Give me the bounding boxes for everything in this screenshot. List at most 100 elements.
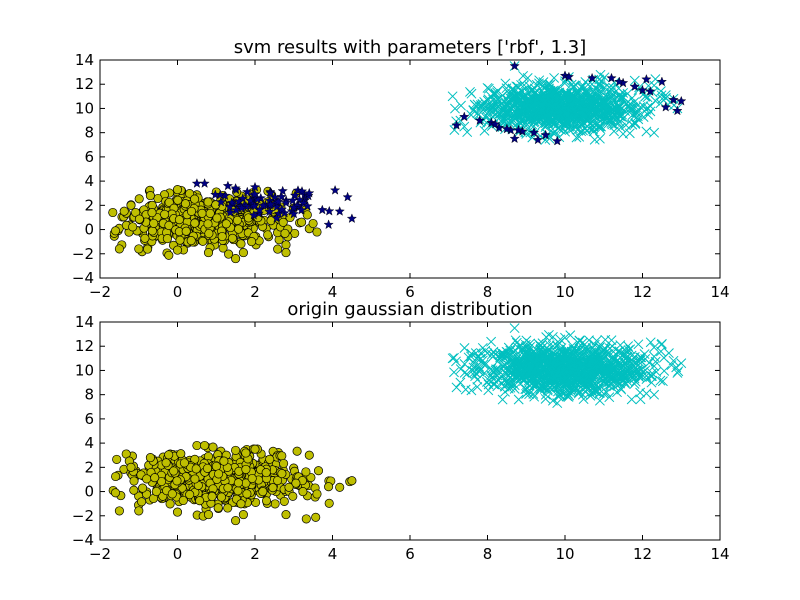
x-point	[556, 358, 567, 369]
circle-point	[233, 478, 243, 488]
star-point	[210, 189, 221, 200]
x-point	[595, 86, 606, 97]
y-tick-label: −4	[72, 531, 94, 549]
x-point	[526, 372, 537, 383]
x-point	[571, 80, 581, 91]
x-point	[649, 361, 660, 372]
x-point	[570, 96, 580, 106]
y-tick-label: 10	[75, 361, 94, 379]
x-point	[485, 101, 496, 112]
star-point	[509, 133, 520, 144]
x-point	[525, 354, 536, 365]
x-point	[616, 371, 627, 382]
circle-point	[164, 250, 174, 260]
star-point	[265, 199, 276, 209]
x-point	[459, 343, 470, 353]
x-point	[450, 103, 460, 114]
star-point	[199, 178, 210, 188]
circle-point	[292, 446, 302, 456]
x-point	[598, 376, 609, 387]
circle-point	[165, 499, 175, 509]
y-tick-label: 0	[84, 221, 94, 239]
x-point	[600, 343, 611, 354]
x-point	[449, 367, 459, 378]
star-point	[191, 178, 202, 188]
star-point	[226, 197, 237, 208]
circle-point	[190, 474, 200, 484]
circle-point	[203, 248, 214, 258]
x-point	[499, 359, 510, 370]
x-point	[603, 92, 614, 103]
circle-point	[119, 206, 129, 216]
x-point	[590, 378, 601, 389]
x-point	[584, 335, 594, 346]
x-point	[540, 393, 551, 404]
x-point	[492, 356, 503, 367]
circle-point	[181, 226, 191, 236]
x-point	[508, 358, 519, 369]
x-point	[552, 398, 563, 409]
x-point	[559, 78, 570, 89]
circle-point	[324, 498, 334, 508]
circle-point	[312, 489, 322, 499]
x-point	[510, 335, 521, 346]
x-tick-label: 0	[173, 283, 183, 301]
star-point	[252, 193, 263, 204]
circle-point	[164, 450, 174, 460]
circle-point	[263, 230, 273, 240]
x-point	[603, 118, 614, 129]
x-point	[451, 382, 462, 393]
x-point	[605, 369, 616, 380]
x-point	[511, 98, 522, 109]
x-point	[571, 366, 582, 377]
x-point	[577, 337, 588, 348]
x-point	[455, 377, 466, 388]
star-point	[271, 212, 282, 223]
star-point	[245, 195, 256, 206]
x-point	[629, 75, 640, 86]
x-point	[570, 377, 580, 388]
x-point	[530, 107, 541, 118]
x-tick-label: 12	[633, 283, 652, 301]
star-point	[273, 196, 284, 207]
x-point	[630, 368, 641, 379]
circle-point	[324, 482, 334, 492]
circle-point	[186, 206, 197, 216]
x-point	[599, 72, 610, 83]
circle-point	[277, 451, 287, 461]
x-point	[449, 352, 459, 363]
x-point	[534, 75, 545, 86]
star-point	[271, 201, 282, 212]
x-point	[592, 113, 603, 124]
x-point	[556, 108, 567, 119]
circle-point	[291, 478, 301, 488]
x-point	[461, 369, 472, 379]
circle-point	[145, 453, 155, 463]
x-point	[533, 92, 544, 103]
x-point	[557, 369, 568, 380]
circle-point	[178, 495, 188, 506]
x-point	[520, 384, 531, 395]
circle-point	[277, 469, 287, 479]
x-point	[660, 90, 671, 101]
x-point	[540, 103, 551, 114]
circle-point	[298, 487, 308, 497]
circle-point	[149, 218, 159, 228]
circle-point	[207, 491, 217, 502]
star-point	[242, 186, 253, 197]
star-point	[289, 190, 301, 200]
x-point	[676, 358, 687, 369]
circle-point	[279, 458, 289, 469]
x-point	[534, 353, 545, 364]
star-point	[501, 123, 512, 134]
circle-point	[273, 244, 283, 254]
x-point	[535, 340, 546, 351]
circle-point	[258, 487, 268, 497]
x-point	[617, 369, 628, 380]
x-point	[649, 389, 660, 400]
circle-point	[161, 458, 171, 468]
circle-point	[164, 197, 174, 207]
x-point	[625, 99, 636, 110]
x-point	[591, 353, 602, 364]
